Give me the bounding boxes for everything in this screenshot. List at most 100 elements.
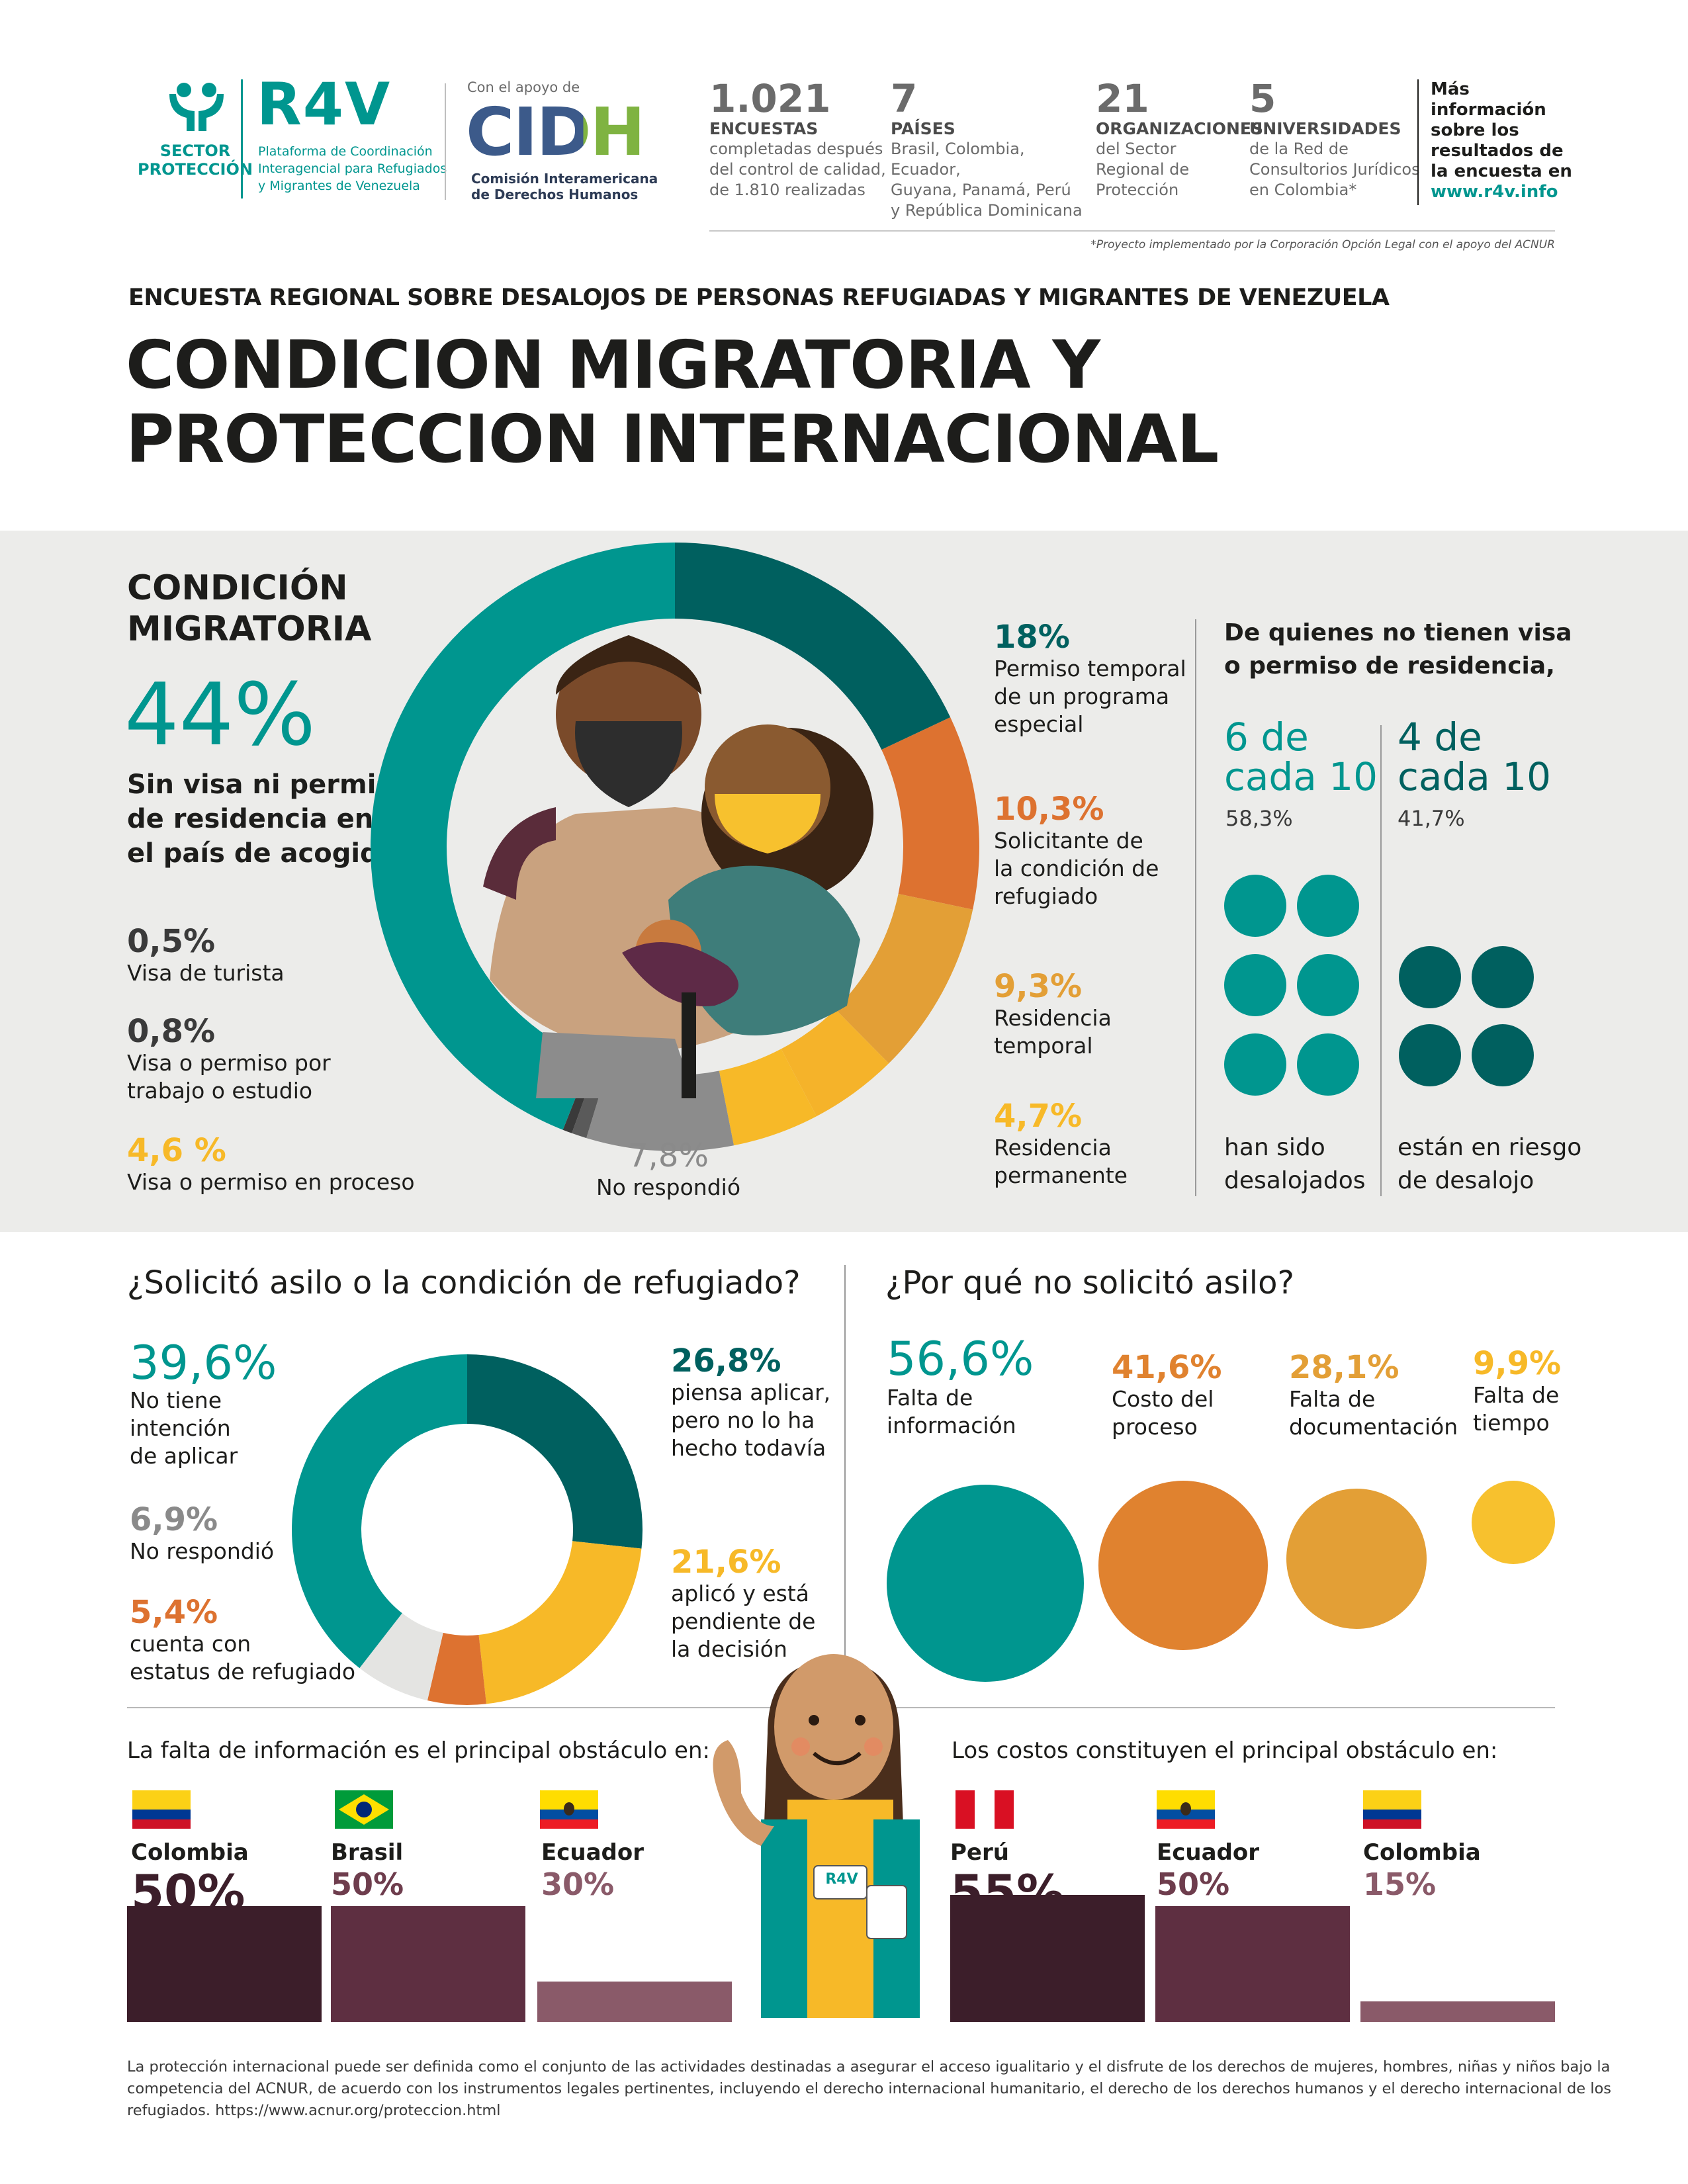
segment-permiso-temporal	[675, 543, 951, 750]
asilo-item-pct: 39,6%	[130, 1336, 277, 1390]
ecuador-flag-icon	[540, 1790, 598, 1829]
porque-item-label: Falta de	[1289, 1386, 1376, 1412]
porque-heading: ¿Por qué no solicitó asilo?	[885, 1264, 1294, 1301]
right-item-pct: 18%	[994, 619, 1070, 656]
right-item-pct: 10,3%	[994, 791, 1104, 828]
porque-bubble-costo	[1098, 1481, 1268, 1650]
group-a-dot	[1224, 1033, 1286, 1096]
r4v-subtitle: Plataforma de Coordinación Interagencial…	[258, 143, 447, 195]
peru-flag-icon	[955, 1790, 1014, 1829]
country-pct: 50%	[331, 1866, 404, 1902]
group-b-label-line: de desalojo	[1398, 1167, 1534, 1194]
right-item-label: refugiado	[994, 883, 1098, 909]
falta-bar-brasil	[331, 1906, 525, 2022]
right-item-solicitante: 10,3% Solicitante de la condición de ref…	[994, 791, 1159, 910]
condicion-main-label-line: Sin visa ni permiso	[127, 769, 410, 800]
porque-item-label: proceso	[1112, 1414, 1198, 1440]
page-subtitle: ENCUESTA REGIONAL SOBRE DESALOJOS DE PER…	[128, 284, 1390, 311]
porque-item-pct: 56,6%	[887, 1332, 1034, 1386]
page-title-line-2: PROTECCION INTERNACIONAL	[126, 400, 1219, 478]
more-info-line: resultados de	[1431, 141, 1564, 161]
stat-desc: Brasil, Colombia, Ecuador,	[891, 140, 1025, 179]
condicion-heading: CONDICIÓN MIGRATORIA	[127, 568, 371, 650]
group-a-label: han sido desalojados	[1224, 1131, 1366, 1198]
header-rule	[709, 230, 1555, 232]
condicion-main-pct: 44%	[124, 664, 316, 765]
group-b-dot	[1472, 1024, 1534, 1086]
stat-label: PAÍSES	[891, 119, 955, 138]
asilo-donut-chart	[292, 1354, 643, 1705]
country-pct: 30%	[541, 1866, 615, 1902]
porque-item-informacion: 56,6% Falta de información	[887, 1334, 1034, 1440]
volunteer-illustration	[713, 1654, 920, 2018]
right-item-permiso-temporal: 18% Permiso temporal de un programa espe…	[994, 619, 1186, 738]
group-b-ratio: 4 de cada 10	[1398, 717, 1551, 797]
no-respondio-big: 7,8% No respondió	[576, 1138, 761, 1201]
more-info-link[interactable]: www.r4v.info	[1431, 182, 1558, 202]
asilo-item-label: No respondió	[130, 1538, 275, 1564]
group-a-dot	[1224, 875, 1286, 937]
asilo-porque-divider	[844, 1265, 846, 1675]
stat-desc: del Sector	[1096, 140, 1177, 158]
asilo-item-pendiente: 21,6% aplicó y está pendiente de la deci…	[671, 1544, 815, 1663]
condicion-main-label-line: el país de acogida	[127, 838, 397, 869]
stat-divider	[1417, 79, 1419, 205]
sector-label: SECTOR PROTECCIÓN	[126, 142, 265, 179]
segment-no-intencion	[292, 1354, 467, 1669]
left-item-trabajo: 0,8% Visa o permiso por trabajo o estudi…	[127, 1014, 331, 1105]
asilo-item-pct: 5,4%	[130, 1594, 218, 1631]
asilo-item-pct: 6,9%	[130, 1501, 218, 1538]
cidh-subtitle: Comisión Interamericana de Derechos Huma…	[471, 171, 658, 202]
asilo-item-label: de aplicar	[130, 1443, 238, 1469]
left-item-pct: 0,8%	[127, 1013, 216, 1050]
left-item-proceso: 4,6 % Visa o permiso en proceso	[127, 1133, 415, 1196]
more-info-line: sobre los	[1431, 120, 1519, 140]
asilo-item-pct: 21,6%	[671, 1544, 781, 1581]
condicion-donut-chart	[371, 543, 979, 1151]
group-a-ratio-line: cada 10	[1224, 754, 1378, 799]
falta-bar-ecuador	[537, 1982, 732, 2022]
asilo-item-label: estatus de refugiado	[130, 1659, 356, 1684]
left-item-label: Visa o permiso en proceso	[127, 1169, 415, 1195]
colombia-flag-icon	[1363, 1790, 1421, 1829]
asilo-heading: ¿Solicitó asilo o la condición de refugi…	[127, 1264, 801, 1301]
left-item-pct: 0,5%	[127, 923, 216, 960]
more-info-line: la encuesta en	[1431, 161, 1572, 181]
right-item-label: temporal	[994, 1033, 1093, 1059]
family-illustration	[483, 635, 873, 1098]
stat-universidades: 5 UNIVERSIDADES de la Red de Consultorio…	[1249, 78, 1421, 200]
left-item-turista: 0,5% Visa de turista	[127, 924, 285, 987]
support-label: Con el apoyo de	[467, 79, 580, 95]
r4v-sub-line-2: Interagencial para Refugiados	[258, 161, 447, 176]
stat-number: 5	[1249, 76, 1276, 121]
page-title: CONDICION MIGRATORIA Y PROTECCION INTERN…	[126, 328, 1219, 478]
porque-item-label: tiempo	[1473, 1410, 1550, 1436]
costos-bar-peru	[950, 1895, 1145, 2022]
group-a-dot	[1297, 954, 1359, 1016]
cidh-logo-text: CIDH	[466, 93, 645, 171]
costos-bar-ecuador	[1155, 1906, 1350, 2022]
right-item-label: Residencia	[994, 1005, 1112, 1031]
group-b-pct: 41,7%	[1398, 806, 1465, 831]
sector-label-line-2: PROTECCIÓN	[138, 160, 253, 179]
group-b-dot	[1399, 946, 1461, 1008]
segment-residencia-permanente	[781, 1009, 889, 1117]
stat-label: ENCUESTAS	[709, 119, 819, 138]
segment-sin-visa	[371, 543, 675, 1130]
sector-proteccion-logo	[169, 83, 224, 131]
group-a-pct: 58,3%	[1225, 806, 1293, 831]
right-item-residencia-permanente: 4,7% Residencia permanente	[994, 1098, 1128, 1190]
condicion-main-label-line: de residencia en	[127, 804, 374, 834]
ecuador-flag-icon	[1157, 1790, 1215, 1829]
group-b-ratio-line: 4 de	[1398, 715, 1482, 760]
footer-line: La protección internacional puede ser de…	[127, 2058, 1611, 2075]
costos-heading: Los costos constituyen el principal obst…	[952, 1737, 1498, 1764]
stat-number: 21	[1096, 76, 1149, 121]
country-name: Ecuador	[541, 1839, 644, 1866]
stat-desc: Regional de	[1096, 160, 1190, 179]
left-item-label: Visa de turista	[127, 960, 285, 986]
group-a-ratio: 6 de cada 10	[1224, 717, 1378, 797]
porque-item-pct: 9,9%	[1473, 1345, 1562, 1382]
stat-organizaciones: 21 ORGANIZACIONES del Sector Regional de…	[1096, 76, 1263, 200]
segment-solicitante	[881, 717, 979, 910]
